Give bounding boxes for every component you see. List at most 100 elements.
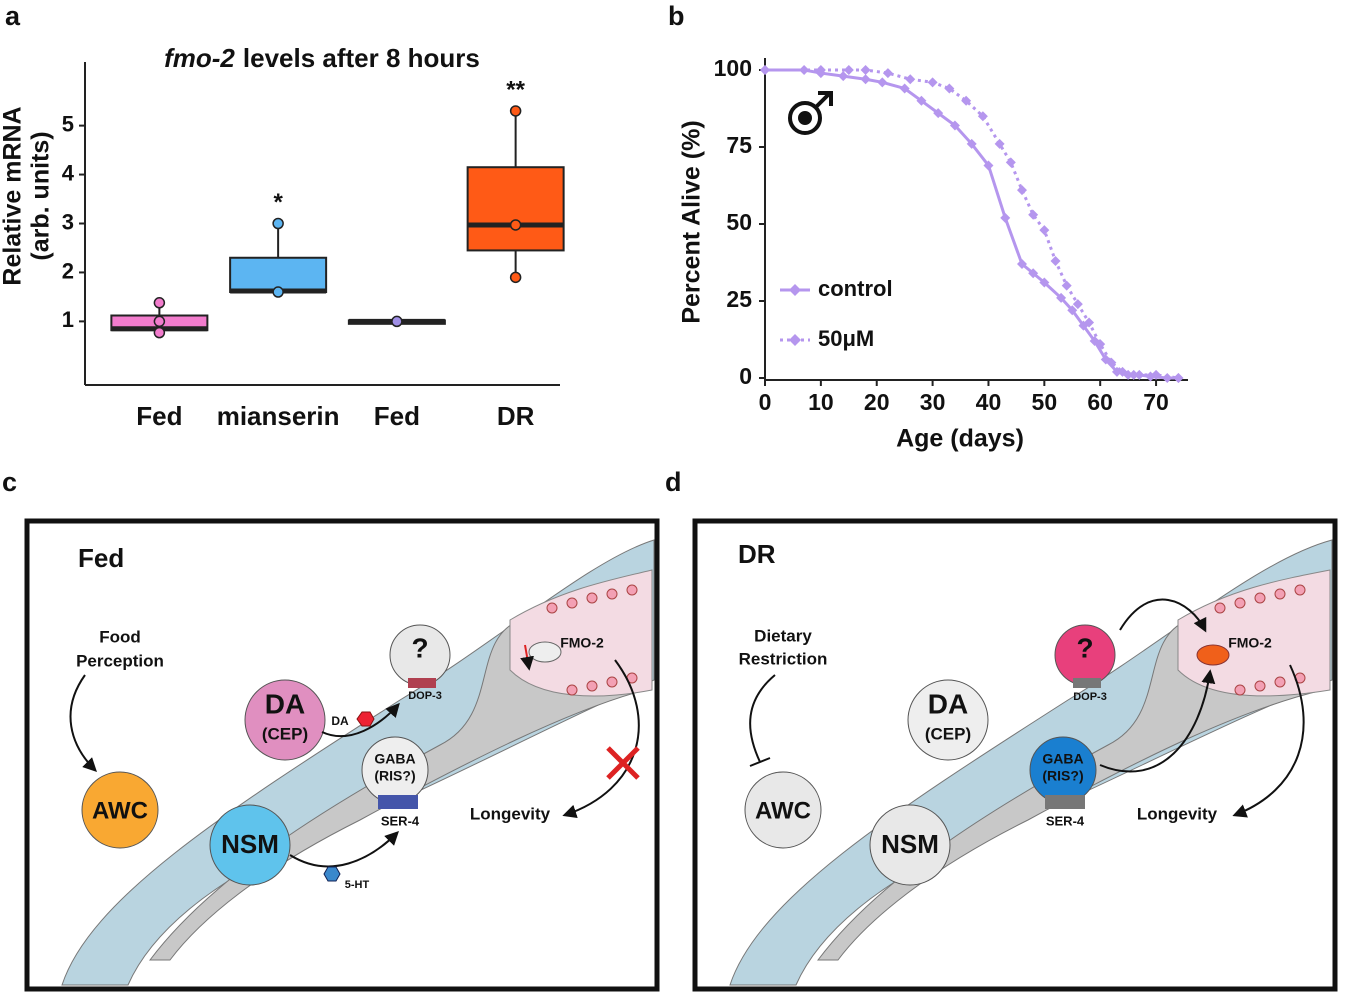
x-tick-label: 60 [1087,389,1113,415]
receptor-label: SER-4 [381,813,420,828]
marker [1151,369,1162,380]
neuron-label: (RIS?) [374,768,415,784]
marker [994,138,1005,149]
y-axis-label: (arb. units) [27,131,55,260]
marker [1039,225,1050,236]
marker [1016,259,1027,270]
marker [1056,292,1067,303]
outcome-label: Longevity [1137,804,1218,823]
line-chart: Age (days) Percent Alive (%) 0 25 50 75 100 0… [678,55,1188,453]
marker [1095,339,1106,350]
neuron-label: (CEP) [262,724,308,743]
input-label: Food [99,627,141,646]
input-label: Dietary [754,626,812,645]
data-point [153,326,166,339]
legend-marker [789,334,801,346]
marker [1067,305,1078,316]
neuron-label: ? [411,632,428,663]
legend-label: control [818,276,893,301]
marker [815,65,826,75]
significance: ** [506,76,525,103]
male-symbol [788,91,833,135]
neuron-label: DA [265,688,305,719]
marker [1072,299,1083,310]
y-tick-label: 4 [62,160,75,185]
marker [927,77,938,88]
x-tick-label: 20 [864,389,890,415]
marker [1039,277,1050,288]
marker [949,120,960,131]
marker [905,74,916,85]
marker [860,65,871,75]
marker [1005,157,1016,168]
neuron-label: NSM [221,829,279,859]
y-tick-label: 0 [739,363,752,389]
diagram-dr: DR Dietary Restriction AWC DA (CEP) ? DO… [692,518,1338,992]
data-point [272,217,284,230]
x-tick-label: 0 [759,389,772,415]
marker [1173,373,1184,383]
receptor-label: DOP-3 [1073,691,1107,703]
x-tick-label: Fed [136,401,182,431]
marker [838,71,849,82]
condition-label: DR [738,539,776,569]
y-tick-label: 1 [62,307,74,332]
title-part: levels after 8 hours [243,43,480,73]
neuron [244,679,326,761]
data-point [153,297,166,309]
y-axis-label: Percent Alive (%) [678,120,706,323]
neuron-label: (CEP) [925,724,971,743]
marker [1061,280,1072,291]
x-tick-label: 30 [920,389,946,415]
marker [961,95,972,106]
marker [843,65,854,75]
marker [899,83,910,94]
marker [760,65,770,75]
marker [1028,209,1039,220]
x-axis-label: Age (days) [896,425,1024,453]
marker [1106,357,1117,368]
neuron-label: (RIS?) [1042,768,1083,784]
marker [916,95,927,106]
marker [944,83,955,94]
marker [877,77,888,88]
marker [1084,317,1095,328]
marker [1162,373,1173,383]
x-tick-label: mianserin [217,401,340,431]
diagram-fed: Fed Food Perception AWC DA (CEP) DA ? DO… [24,518,660,992]
data-point [391,315,403,328]
marker [1117,366,1128,377]
x-tick-label: Fed [374,401,420,431]
neuron [81,771,159,849]
chart-title: fmo-2 levels after 8 hours [164,43,480,73]
box [466,166,565,252]
intestine [509,569,653,697]
x-tick-label: 50 [1032,389,1058,415]
y-tick-label: 50 [726,209,752,235]
panel-label: d [665,467,682,497]
y-axis-label: Relative mRNA [0,106,27,285]
title-part: fmo-2 [164,43,235,73]
neuron [907,679,989,761]
ligand-label: DA [331,714,349,728]
neuron [209,804,291,886]
y-tick-label: 25 [726,286,752,312]
neuron [744,771,822,849]
panel-label: b [668,1,685,31]
neuron-label: NSM [881,829,939,859]
neuron-label: GABA [374,751,415,767]
panel-label: a [5,1,21,31]
marker [860,74,871,85]
significance: * [273,189,283,216]
neuron-label: ? [1076,632,1093,663]
panel-label: c [2,467,17,497]
gene-label: FMO-2 [1228,635,1272,651]
legend-label: 50μM [818,326,874,351]
neuron-label: GABA [1042,751,1083,767]
box-chart: fmo-2 levels after 8 hours Relative mRNA … [0,43,565,431]
neuron-label: AWC [755,797,811,824]
y-tick-label: 2 [62,258,74,283]
marker [983,160,994,171]
marker [966,138,977,149]
